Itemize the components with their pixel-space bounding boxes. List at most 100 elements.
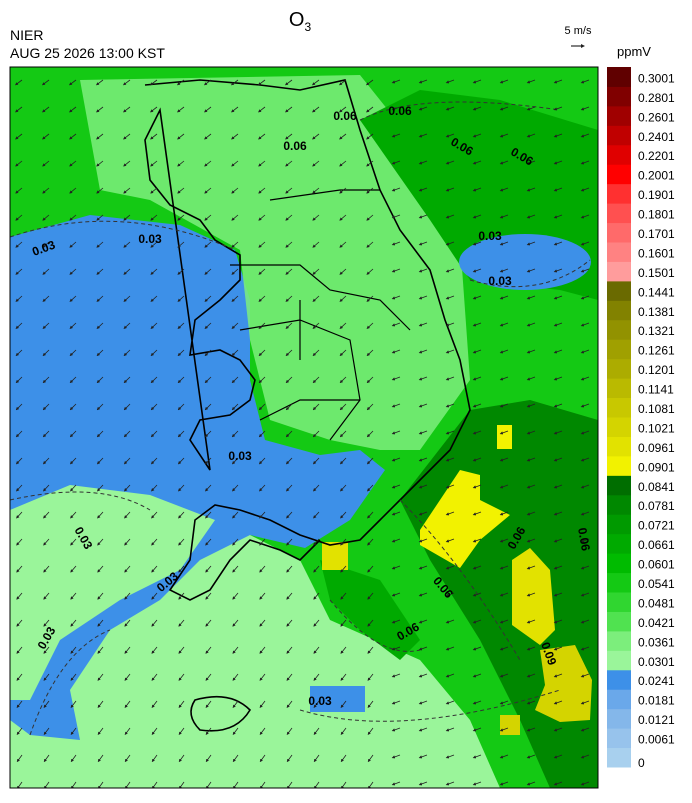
wind-arrow — [123, 430, 131, 438]
wind-arrow — [553, 511, 563, 516]
wind-arrow — [418, 646, 428, 651]
wind-arrow — [580, 349, 590, 354]
wind-arrow — [258, 133, 266, 140]
wind-arrow — [97, 511, 104, 519]
wind-arrow — [418, 592, 428, 597]
wind-arrow — [204, 268, 212, 275]
field-yellow-3 — [535, 645, 592, 722]
wind-arrow — [150, 214, 158, 221]
wind-arrow — [69, 187, 77, 194]
wind-arrow — [15, 187, 23, 194]
wind-arrow — [472, 646, 482, 651]
wind-arrow — [445, 511, 455, 516]
wind-arrow — [177, 187, 185, 194]
colorbar-label: 0.2801 — [638, 91, 675, 105]
wind-arrow — [178, 565, 185, 573]
wind-arrow — [526, 700, 536, 705]
colorbar-swatch — [607, 669, 631, 690]
wind-arrow — [150, 133, 158, 140]
wind-arrow — [526, 592, 536, 597]
wind-arrow — [418, 727, 428, 732]
wind-arrow — [312, 403, 320, 411]
colorbar-label: 0.0661 — [638, 538, 675, 552]
wind-arrow — [418, 106, 428, 111]
wind-arrow — [391, 457, 401, 462]
wind-arrow — [150, 241, 158, 248]
wind-arrow — [391, 565, 401, 570]
wind-arrow — [230, 79, 239, 86]
wind-arrow — [257, 79, 266, 86]
wind-arrow — [286, 754, 293, 763]
wind-arrow — [340, 781, 347, 788]
colorbar-label: 0.0361 — [638, 635, 675, 649]
wind-arrow — [312, 430, 320, 438]
wind-arrow — [97, 646, 104, 654]
wind-arrow — [418, 241, 428, 246]
wind-arrow — [367, 646, 374, 654]
wind-arrow — [258, 322, 266, 330]
wind-arrow — [553, 214, 563, 219]
colorbar-label: 0.0181 — [638, 694, 675, 708]
wind-arrow — [42, 322, 50, 330]
wind-arrow — [151, 511, 158, 519]
wind-arrow — [258, 160, 266, 167]
wind-arrow — [151, 673, 158, 681]
wind-arrow — [445, 79, 455, 84]
wind-arrow — [445, 673, 455, 678]
map-frame — [9, 66, 599, 789]
colorbar-swatch — [607, 572, 631, 593]
wind-arrow — [42, 403, 50, 411]
wind-arrow — [339, 268, 347, 275]
wind-arrow — [339, 403, 347, 411]
field-blue-south — [310, 686, 365, 712]
colorbar-label: 0.1081 — [638, 402, 675, 416]
wind-arrow — [499, 133, 509, 138]
wind-arrow — [472, 160, 482, 165]
wind-arrow — [286, 538, 293, 546]
wind-arrow — [16, 673, 23, 681]
wind-arrow — [580, 511, 590, 516]
wind-arrow — [258, 376, 266, 384]
wind-arrow — [204, 376, 212, 384]
wind-arrow — [366, 349, 374, 357]
wind-arrow — [43, 592, 50, 600]
wind-arrow — [232, 565, 239, 573]
wind-arrow — [124, 538, 131, 546]
wind-arrow — [312, 106, 320, 113]
colorbar-label: 0.0241 — [638, 674, 675, 688]
wind-arrow — [204, 322, 212, 330]
province-borders — [230, 189, 411, 441]
wind-arrow — [418, 187, 428, 192]
wind-arrow — [16, 592, 23, 600]
wind-arrow — [96, 349, 104, 357]
wind-arrow — [70, 484, 77, 492]
wind-arrow — [445, 646, 455, 651]
wind-arrow — [232, 511, 239, 519]
wind-arrow — [178, 727, 185, 736]
wind-arrow — [205, 646, 212, 654]
wind-arrow — [232, 700, 239, 708]
wind-arrow — [124, 727, 131, 736]
wind-arrow — [204, 241, 212, 248]
wind-arrow — [499, 403, 509, 408]
wind-arrow — [526, 727, 536, 732]
wind-arrow — [124, 619, 131, 627]
datetime: AUG 25 2026 13:00 KST — [10, 45, 165, 61]
colorbar-swatch — [607, 630, 631, 651]
wind-arrow — [366, 430, 374, 438]
wind-arrow — [553, 457, 563, 462]
wind-arrow — [204, 214, 212, 221]
wind-arrow — [526, 565, 536, 570]
wind-arrow — [285, 241, 293, 248]
wind-arrow — [445, 457, 455, 462]
colorbar-swatch — [607, 397, 631, 418]
wind-arrow — [313, 565, 320, 573]
colorbar-label: 0.1201 — [638, 363, 675, 377]
contour-label: 0.06 — [333, 109, 357, 123]
wind-arrow — [151, 781, 158, 788]
wind-arrow — [42, 457, 50, 465]
colorbar-label: 0.0421 — [638, 616, 675, 630]
wind-arrow — [178, 646, 185, 654]
colorbar-swatch — [607, 261, 631, 282]
colorbar-label: 0.0541 — [638, 577, 675, 591]
